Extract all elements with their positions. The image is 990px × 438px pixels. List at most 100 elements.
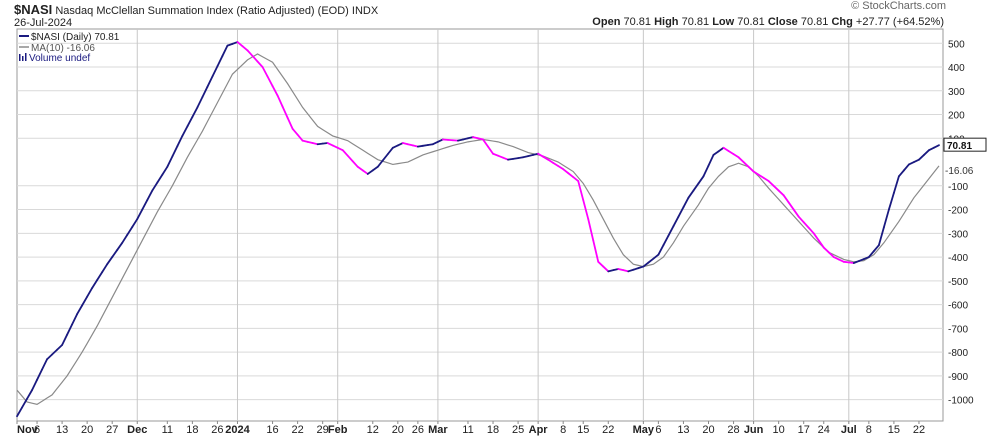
nasi-segment — [908, 161, 915, 166]
x-tick-label: 28 — [727, 424, 739, 436]
exchange-label: INDX — [351, 5, 379, 17]
nasi-segment — [732, 153, 740, 159]
nasi-segment — [276, 94, 284, 108]
nasi-segment — [71, 313, 79, 326]
x-tick-label: 22 — [913, 424, 925, 436]
nasi-segment — [56, 344, 63, 351]
nasi-segment — [396, 142, 404, 147]
y-tick-label: -100 — [948, 182, 968, 193]
nasi-segment — [882, 208, 890, 229]
nasi-segment — [537, 152, 545, 158]
nasi-segment — [747, 165, 755, 173]
nasi-segment — [116, 241, 124, 251]
x-tick-label: 12 — [367, 424, 379, 436]
ohlc-bar: Open 70.81 High 70.81 Low 70.81 Close 70… — [592, 16, 944, 28]
nasi-segment — [797, 215, 805, 224]
nasi-segment — [176, 135, 184, 148]
nasi-segment — [542, 155, 550, 161]
nasi-segment — [547, 158, 555, 164]
nasi-segment — [211, 65, 219, 78]
x-tick-label: 25 — [512, 424, 524, 436]
nasi-segment — [46, 353, 53, 361]
nasi-segment — [336, 146, 344, 152]
nasi-segment — [241, 45, 249, 52]
y-tick-label: -1000 — [948, 396, 974, 407]
nasi-segment — [742, 161, 750, 168]
x-tick-label: Jun — [744, 424, 764, 436]
nasi-segment — [286, 116, 294, 130]
nasi-segment — [101, 263, 109, 274]
nasi-segment — [291, 127, 299, 136]
nasi-segment — [76, 304, 84, 315]
nasi-segment — [802, 221, 810, 229]
nasi-segment — [26, 389, 33, 400]
x-tick-label: 27 — [106, 424, 118, 436]
x-tick-label: 6 — [655, 424, 661, 436]
y-tick-label: -500 — [948, 277, 968, 288]
nasi-segment — [81, 295, 89, 307]
x-tick-label: 11 — [162, 424, 173, 436]
nasi-segment — [812, 232, 820, 242]
nasi-segment — [146, 189, 154, 201]
nasi-segment — [918, 154, 925, 161]
nasi-segment — [251, 55, 259, 63]
nasi-segment — [141, 199, 149, 211]
x-tick-label: 13 — [56, 424, 68, 436]
nasi-segment — [827, 251, 835, 258]
nasi-segment — [186, 116, 194, 128]
x-tick-label: 16 — [266, 424, 278, 436]
nasi-segment — [887, 192, 895, 211]
high-label: High — [654, 16, 679, 28]
nasi-segment — [872, 244, 880, 253]
x-tick-label: 29 — [317, 424, 329, 436]
x-tick-label: 20 — [702, 424, 714, 436]
x-tick-label: Mar — [428, 424, 448, 436]
nasi-segment — [266, 75, 274, 87]
nasi-segment — [807, 226, 815, 235]
legend: $NASI (Daily) 70.81 MA(10) -16.06 Volume… — [19, 32, 120, 64]
nasi-segment — [757, 173, 765, 179]
last-value-tag: 70.81 — [943, 137, 987, 152]
y-tick-label: 400 — [948, 63, 965, 74]
x-tick-label: 10 — [773, 424, 785, 436]
open-label: Open — [592, 16, 621, 28]
nasi-segment — [31, 378, 38, 392]
nasi-segment — [361, 169, 369, 175]
nasi-segment — [482, 138, 489, 148]
nasi-segment — [356, 165, 364, 172]
nasi-segment — [166, 155, 174, 168]
nasi-segment — [787, 201, 795, 211]
nasi-segment — [86, 287, 94, 298]
nasi-segment — [572, 176, 580, 182]
nasi-segment — [777, 189, 785, 197]
nasi-segment — [822, 246, 830, 254]
nasi-segment — [41, 358, 48, 371]
nasi-segment — [762, 176, 770, 182]
nasi-segment — [727, 150, 735, 156]
x-tick-label: 2024 — [225, 424, 250, 436]
nasi-segment — [752, 170, 760, 176]
open-value: 70.81 — [623, 16, 652, 28]
x-tick-label: 24 — [818, 424, 830, 436]
nasi-segment — [667, 225, 675, 237]
nasi-segment — [216, 55, 224, 68]
nasi-segment — [366, 169, 374, 175]
y-tick-label: -800 — [948, 348, 968, 359]
y-tick-label: -300 — [948, 229, 968, 240]
x-tick-label: 20 — [81, 424, 93, 436]
nasi-segment — [717, 146, 725, 153]
nasi-segment — [346, 154, 354, 163]
x-tick-label: 13 — [677, 424, 689, 436]
nasi-segment — [837, 258, 845, 263]
index-title: Nasdaq McClellan Summation Index (Ratio … — [55, 5, 349, 17]
nasi-segment — [923, 149, 930, 156]
nasi-segment — [898, 169, 905, 178]
nasi-segment — [376, 159, 384, 168]
nasi-segment — [893, 175, 900, 194]
x-tick-label: 17 — [798, 424, 810, 436]
legend-volume-label: Volume undef — [29, 53, 90, 64]
nasi-segment — [61, 333, 69, 346]
watermark: © StockCharts.com — [851, 0, 946, 12]
nasi-segment — [552, 161, 560, 167]
